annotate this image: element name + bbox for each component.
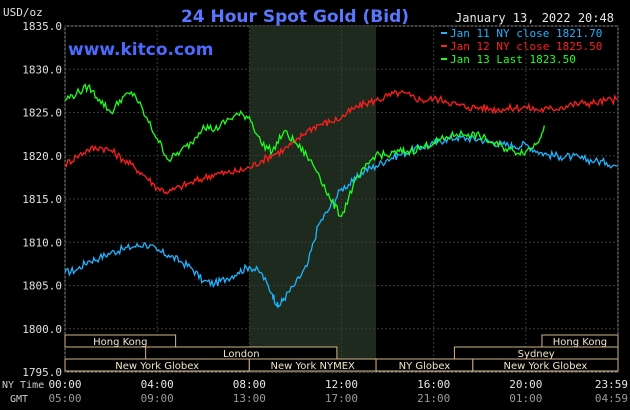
session-label: Hong Kong [93, 337, 147, 348]
x-tick-ny: 16:00 [417, 378, 450, 391]
session-label: NY Globex [399, 361, 451, 372]
session-label: Hong Kong [553, 337, 607, 348]
x-tick-gmt: 17:00 [325, 392, 358, 405]
x-tick-ny: 04:00 [141, 378, 174, 391]
session-label: New York Globex [115, 361, 199, 372]
x-tick-gmt: 21:00 [417, 392, 450, 405]
x-tick-gmt: 13:00 [233, 392, 266, 405]
y-tick-label: 1810.0 [22, 236, 62, 249]
legend-entry: Jan 11 NY close 1821.70 [450, 27, 602, 40]
y-tick-label: 1800.0 [22, 323, 62, 336]
y-tick-label: 1830.0 [22, 63, 62, 76]
x-tick-ny: 20:00 [509, 378, 542, 391]
x-tick-ny: 08:00 [233, 378, 266, 391]
chart-timestamp: January 13, 2022 20:48 [455, 11, 614, 25]
session-label: London [223, 349, 260, 360]
watermark: www.kitco.com [68, 40, 213, 60]
session-label: New York Globex [503, 361, 587, 372]
session-label: Sydney [518, 349, 555, 360]
x-tick-gmt: 04:59 [595, 392, 628, 405]
legend-entry: Jan 12 NY close 1825.50 [450, 40, 602, 53]
y-tick-label: 1825.0 [22, 107, 62, 120]
x-tick-ny: 00:00 [48, 378, 81, 391]
series-layer [64, 83, 618, 310]
y-tick-label: 1835.0 [22, 20, 62, 33]
x-tick-gmt: 05:00 [48, 392, 81, 405]
session-box [64, 334, 177, 348]
x-tick-gmt: 09:00 [141, 392, 174, 405]
x-tick-ny: 23:59 [595, 378, 628, 391]
y-tick-label: 1820.0 [22, 150, 62, 163]
x-tick-labels: 00:00 04:00 08:00 12:00 16:00 20:00 23:59 05:00… [48, 378, 628, 405]
x-tick-gmt: 01:00 [509, 392, 542, 405]
y-axis-label: USD/oz [3, 6, 43, 19]
session-box [472, 358, 619, 372]
y-tick-label: 1795.0 [22, 366, 62, 379]
series-line-1 [64, 133, 618, 310]
series-line-3 [64, 83, 545, 217]
y-tick-labels: 1835.0 1830.0 1825.0 1820.0 1815.0 1810.0 1805… [22, 20, 62, 379]
y-tick-label: 1805.0 [22, 280, 62, 293]
ny-time-label: NY Time [2, 380, 44, 391]
series-line-2 [64, 89, 618, 195]
legend-entry: Jan 13 Last 1823.50 [450, 53, 576, 66]
y-tick-label: 1815.0 [22, 193, 62, 206]
grid-lines [64, 25, 619, 373]
chart-title: 24 Hour Spot Gold (Bid) [181, 7, 409, 27]
session-label: New York NYMEX [271, 361, 356, 372]
x-tick-ny: 12:00 [325, 378, 358, 391]
gmt-label: GMT [10, 394, 28, 405]
